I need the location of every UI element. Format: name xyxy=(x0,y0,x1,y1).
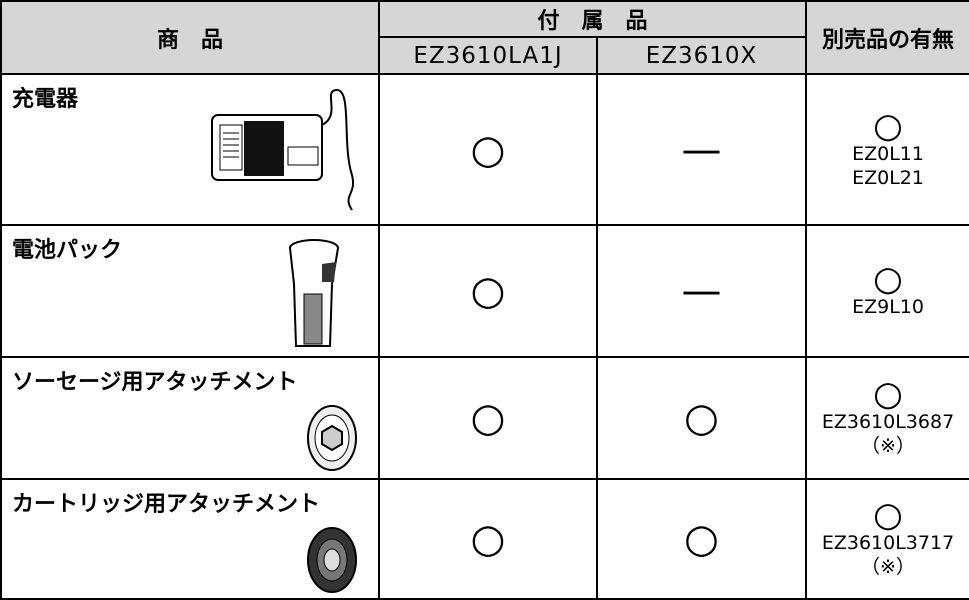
header-model: EZ3610LA1J xyxy=(378,36,598,75)
cell-mark: ○ xyxy=(470,126,506,173)
product-name: カートリッジ用アタッチメント xyxy=(12,492,321,517)
separate-mark: ○ xyxy=(873,259,903,300)
product-cell: ソーセージ用アタッチメント xyxy=(0,356,380,480)
part-note: （※） xyxy=(861,435,915,457)
cell: ○ xyxy=(595,356,808,480)
cell: ○ xyxy=(378,478,598,600)
cell-mark: ○ xyxy=(470,268,506,314)
product-name: ソーセージ用アタッチメント xyxy=(12,370,298,395)
cell-mark: ○ xyxy=(684,516,719,562)
header-product: 商 品 xyxy=(0,0,380,75)
header-separate: 別売品の有無 xyxy=(805,0,969,75)
cell: ○ xyxy=(378,73,598,226)
header-model: EZ3610X xyxy=(595,36,808,75)
charger-icon xyxy=(211,88,355,211)
cell: ○ xyxy=(595,478,808,600)
cell: ○ xyxy=(378,224,598,358)
separate-mark: ○ xyxy=(873,495,903,536)
separate-cell: ○ EZ0L11 EZ0L21 xyxy=(805,73,969,226)
separate-cell: ○ EZ9L10 xyxy=(805,224,969,358)
cell-mark: ○ xyxy=(470,516,506,562)
separate-mark: ○ xyxy=(873,374,903,415)
part-number: EZ3610L3717 xyxy=(821,532,955,555)
part-number: EZ9L10 xyxy=(852,296,924,319)
part-note: （※） xyxy=(861,556,915,578)
product-cell: カートリッジ用アタッチメント xyxy=(0,478,380,600)
product-name: 充電器 xyxy=(12,87,79,112)
part-number: EZ3610L3687 xyxy=(821,411,955,434)
cell: ○ xyxy=(378,356,598,480)
separate-cell: ○ EZ3610L3717 （※） xyxy=(805,478,969,600)
cell: — xyxy=(595,73,808,226)
product-cell: 電池パック xyxy=(0,224,380,358)
part-number: EZ0L21 xyxy=(852,166,924,189)
sausage-attachment-icon xyxy=(307,405,357,471)
product-cell: 充電器 xyxy=(0,73,380,226)
separate-cell: ○ EZ3610L3687 （※） xyxy=(805,356,969,480)
cell: — xyxy=(595,224,808,358)
product-name: 電池パック xyxy=(12,238,123,263)
cell-mark: — xyxy=(681,268,722,314)
cell-mark: ○ xyxy=(684,395,719,441)
separate-mark: ○ xyxy=(873,105,903,146)
cell-mark: ○ xyxy=(470,395,506,441)
battery-icon xyxy=(289,239,339,347)
header-accessories: 付 属 品 xyxy=(377,0,808,38)
cell-mark: — xyxy=(681,126,722,173)
part-number: EZ0L11 xyxy=(852,142,924,165)
cartridge-attachment-icon xyxy=(307,527,357,593)
